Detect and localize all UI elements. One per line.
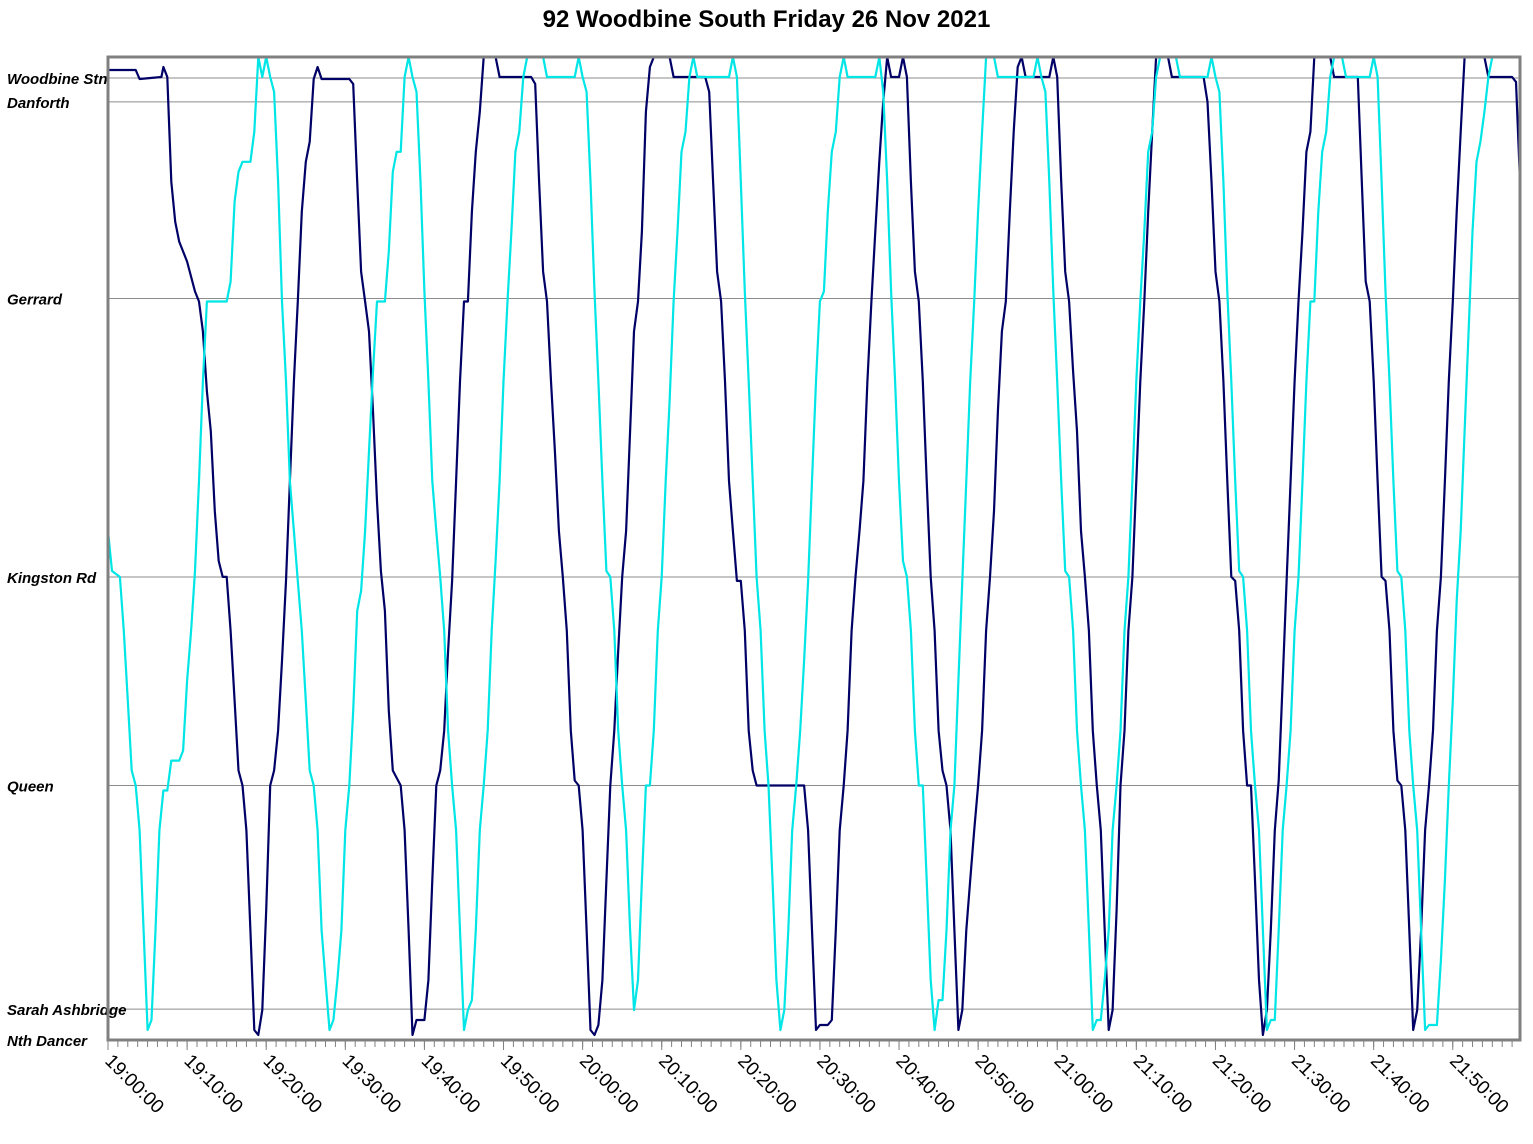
x-tick-label: 20:10:00	[654, 1051, 721, 1118]
x-tick-label: 21:50:00	[1445, 1051, 1512, 1118]
stop-label: Nth Dancer	[7, 1033, 88, 1050]
series-line-2	[106, 55, 1509, 1032]
series-lines	[106, 55, 1522, 1037]
series-line-1	[108, 55, 1522, 1037]
x-tick-label: 20:50:00	[971, 1051, 1038, 1118]
x-tick-label: 19:50:00	[496, 1051, 563, 1118]
stop-label: Danforth	[7, 95, 70, 112]
stop-label: Woodbine Stn	[7, 71, 108, 88]
x-tick-label: 21:40:00	[1366, 1051, 1433, 1118]
x-tick-label: 21:10:00	[1129, 1051, 1196, 1118]
x-tick-label: 21:30:00	[1287, 1051, 1354, 1118]
x-tick-label: 19:00:00	[100, 1051, 167, 1118]
stop-label: Gerrard	[7, 292, 63, 309]
x-axis: 19:00:00 19:10:00 19:20:00 19:30:00 19:40:00…	[100, 1040, 1513, 1118]
x-tick-label: 20:30:00	[812, 1051, 879, 1118]
chart-title: 92 Woodbine South Friday 26 Nov 2021	[542, 6, 991, 33]
stop-label: Sarah Ashbridge	[7, 1002, 126, 1019]
stop-labels: Woodbine Stn Danforth Gerrard Kingston Rd Qu…	[7, 71, 126, 1050]
x-tick-label: 19:30:00	[338, 1051, 405, 1118]
x-tick-label: 20:00:00	[575, 1051, 642, 1118]
stop-label: Queen	[7, 779, 54, 796]
x-tick-label: 19:10:00	[180, 1051, 247, 1118]
x-tick-label: 20:40:00	[892, 1051, 959, 1118]
plot-frame	[106, 55, 1522, 1042]
x-tick-label: 21:20:00	[1208, 1051, 1275, 1118]
x-tick-label: 19:40:00	[417, 1051, 484, 1118]
x-tick-label: 20:20:00	[733, 1051, 800, 1118]
x-tick-label: 19:20:00	[259, 1051, 326, 1118]
x-tick-label: 21:00:00	[1050, 1051, 1117, 1118]
stop-label: Kingston Rd	[7, 570, 97, 587]
